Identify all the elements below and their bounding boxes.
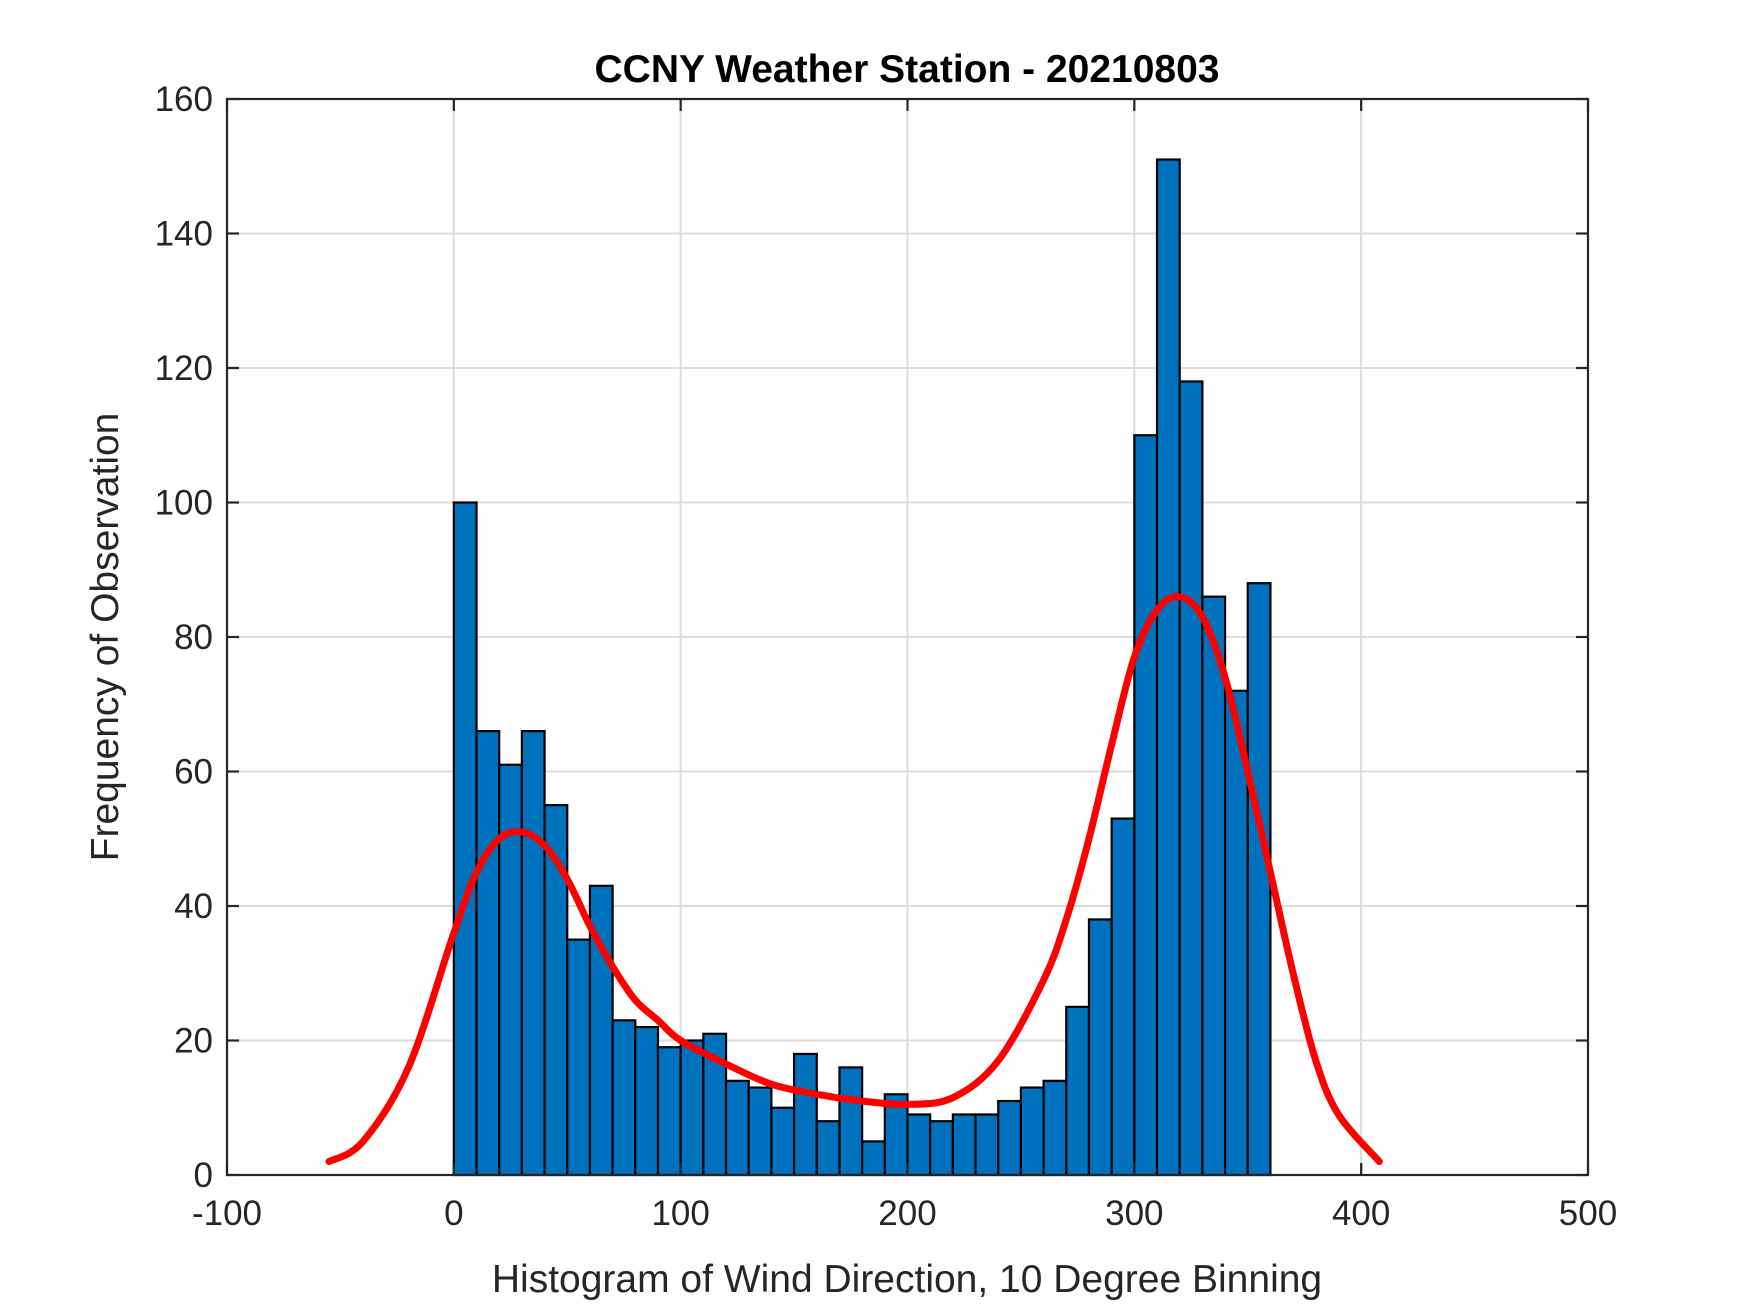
histogram-bar	[929, 1120, 954, 1177]
y-tick-label: 40	[174, 887, 213, 926]
x-tick-label: 300	[1105, 1194, 1163, 1233]
x-tick-label: 100	[651, 1194, 709, 1233]
histogram-bar	[611, 1019, 637, 1177]
y-tick-label: 100	[155, 484, 213, 523]
histogram-bar	[498, 763, 523, 1177]
histogram-bar	[1155, 158, 1181, 1177]
histogram-bar	[770, 1106, 796, 1177]
fit-curve-line	[325, 592, 1383, 1166]
histogram-bar	[679, 1039, 705, 1177]
y-tick-label: 140	[155, 215, 213, 254]
y-tick-label: 160	[155, 80, 213, 119]
histogram-bar	[1019, 1086, 1045, 1177]
axes	[225, 97, 1590, 1177]
histogram-bar	[1110, 817, 1136, 1177]
tick-labels: -100 0 100 200 300 400 50002040608010012014016…	[155, 80, 1618, 1233]
chart-title: CCNY Weather Station - 20210803	[595, 48, 1220, 91]
histogram-bar	[747, 1086, 773, 1177]
histogram-bar	[1133, 434, 1159, 1177]
histogram-bar	[861, 1140, 886, 1177]
histogram-bar	[1065, 1005, 1091, 1177]
histogram-bar	[1178, 380, 1204, 1177]
histogram-bar	[1246, 582, 1272, 1177]
histogram-bar	[815, 1120, 841, 1177]
histogram-bar	[951, 1113, 977, 1177]
y-axis-label: Frequency of Observation	[84, 413, 127, 862]
y-tick-label: 120	[155, 349, 213, 388]
histogram-bar	[838, 1066, 864, 1177]
x-tick-label: 500	[1559, 1194, 1617, 1233]
histogram-bar	[1087, 918, 1113, 1177]
y-tick-label: 80	[174, 618, 213, 657]
histogram-bar	[1201, 595, 1227, 1177]
x-tick-label: 400	[1332, 1194, 1390, 1233]
histogram-bar	[906, 1113, 932, 1177]
y-tick-label: 20	[174, 1022, 213, 1061]
x-tick-label: 0	[444, 1194, 463, 1233]
x-axis-label: Histogram of Wind Direction, 10 Degree B…	[492, 1258, 1322, 1301]
histogram-bar	[566, 938, 592, 1177]
histogram-bar	[724, 1079, 750, 1177]
y-tick-label: 60	[174, 753, 213, 792]
x-tick-label: 200	[878, 1194, 936, 1233]
histogram-bar	[974, 1113, 1000, 1177]
histogram-bar	[475, 730, 501, 1177]
histogram-bar	[634, 1025, 660, 1177]
histogram-bar	[452, 501, 478, 1177]
histogram-bar	[1042, 1079, 1068, 1177]
x-tick-label: -100	[192, 1194, 262, 1233]
histogram-bar	[520, 730, 546, 1177]
histogram-bar	[656, 1046, 682, 1177]
fit-curve-layer	[325, 592, 1383, 1166]
histogram-bar	[997, 1099, 1023, 1177]
y-tick-label: 0	[194, 1156, 213, 1195]
histogram-bars	[452, 158, 1272, 1177]
histogram-bar	[792, 1052, 818, 1177]
